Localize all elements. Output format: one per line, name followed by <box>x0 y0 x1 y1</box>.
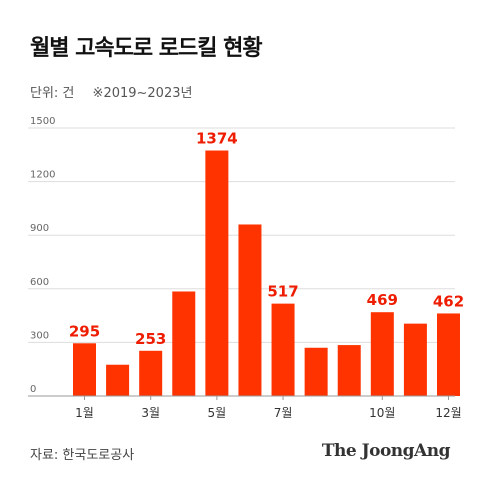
unit-label: 단위: 건 <box>30 86 75 101</box>
bar-1 <box>73 343 96 396</box>
x-tick-label: 10월 <box>369 406 395 420</box>
source-note: 자료: 한국도로공사 <box>30 448 135 463</box>
y-tick-label: 1200 <box>30 170 55 181</box>
x-tick-label: 3월 <box>141 406 160 420</box>
bar-12 <box>437 313 460 396</box>
x-tick-label: 5월 <box>208 406 227 420</box>
data-label-layer: 295 253 1374 517 469 462 <box>69 130 464 348</box>
data-label: 462 <box>433 292 464 310</box>
x-tick-label: 7월 <box>274 406 293 420</box>
bar-4 <box>172 291 196 396</box>
x-tick-label: 1월 <box>75 406 94 420</box>
axis-layer: 0 300 600 900 1200 1500 1월 3월 5월 7월 10월 12월 <box>28 116 462 420</box>
bar-7 <box>271 303 295 396</box>
bar-6 <box>238 224 262 396</box>
bar-11 <box>403 323 427 396</box>
data-label: 1374 <box>196 130 238 148</box>
data-label: 517 <box>267 283 298 301</box>
x-tick-label: 12월 <box>435 406 461 420</box>
y-tick-label: 300 <box>30 330 49 341</box>
bar-5 <box>205 150 229 396</box>
bar-8 <box>304 347 328 396</box>
brand-logo: The JoongAng <box>321 441 451 461</box>
bar-layer <box>73 150 460 396</box>
y-tick-label: 0 <box>30 384 36 395</box>
data-label: 295 <box>69 322 100 340</box>
data-label: 469 <box>367 291 398 309</box>
chart-subtitle: 단위: 건 ※2019~2023년 <box>30 82 192 101</box>
period-note: ※2019~2023년 <box>92 86 193 101</box>
chart-title: 월별 고속도로 로드킬 현황 <box>30 36 263 61</box>
bar-3 <box>139 350 163 396</box>
bar-9 <box>337 345 361 396</box>
bar-10 <box>370 312 394 396</box>
bar-2 <box>106 364 130 396</box>
y-tick-label: 1500 <box>30 116 55 127</box>
y-tick-label: 900 <box>30 223 49 234</box>
y-tick-label: 600 <box>30 277 49 288</box>
data-label: 253 <box>135 330 166 348</box>
